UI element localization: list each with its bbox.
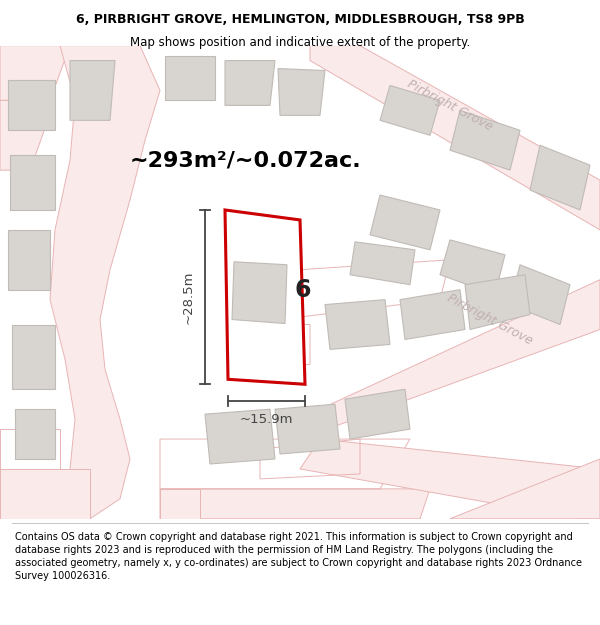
Polygon shape <box>370 195 440 250</box>
Polygon shape <box>15 409 55 459</box>
Polygon shape <box>400 289 465 339</box>
Polygon shape <box>0 46 70 101</box>
Polygon shape <box>300 439 600 519</box>
Polygon shape <box>450 111 520 170</box>
Text: ~293m²/~0.072ac.: ~293m²/~0.072ac. <box>130 150 362 170</box>
Text: 6, PIRBRIGHT GROVE, HEMLINGTON, MIDDLESBROUGH, TS8 9PB: 6, PIRBRIGHT GROVE, HEMLINGTON, MIDDLESB… <box>76 12 524 26</box>
Text: Pirbright Grove: Pirbright Grove <box>445 291 535 348</box>
Polygon shape <box>345 389 410 439</box>
Text: ~28.5m: ~28.5m <box>182 271 194 324</box>
Polygon shape <box>225 61 275 106</box>
Text: Pirbright Grove: Pirbright Grove <box>405 78 495 133</box>
Polygon shape <box>50 46 160 519</box>
Polygon shape <box>160 489 430 519</box>
Text: Map shows position and indicative extent of the property.: Map shows position and indicative extent… <box>130 36 470 49</box>
Polygon shape <box>450 459 600 519</box>
Polygon shape <box>465 275 530 329</box>
Polygon shape <box>232 262 287 324</box>
Polygon shape <box>275 404 340 454</box>
Polygon shape <box>300 280 600 439</box>
Polygon shape <box>12 324 55 389</box>
Polygon shape <box>440 240 505 294</box>
Polygon shape <box>325 299 390 349</box>
Polygon shape <box>8 81 55 130</box>
Polygon shape <box>310 46 600 230</box>
Polygon shape <box>165 56 215 101</box>
Polygon shape <box>0 469 90 519</box>
Polygon shape <box>350 242 415 284</box>
Polygon shape <box>0 101 55 170</box>
Polygon shape <box>225 210 305 384</box>
Polygon shape <box>278 69 325 116</box>
Polygon shape <box>205 409 275 464</box>
Text: Contains OS data © Crown copyright and database right 2021. This information is : Contains OS data © Crown copyright and d… <box>15 531 582 581</box>
Text: 6: 6 <box>295 278 311 302</box>
Text: ~15.9m: ~15.9m <box>240 412 293 426</box>
Polygon shape <box>160 489 200 519</box>
Polygon shape <box>530 145 590 210</box>
Polygon shape <box>8 230 50 289</box>
Polygon shape <box>70 61 115 121</box>
Polygon shape <box>380 86 440 135</box>
Polygon shape <box>10 155 55 210</box>
Polygon shape <box>510 265 570 324</box>
